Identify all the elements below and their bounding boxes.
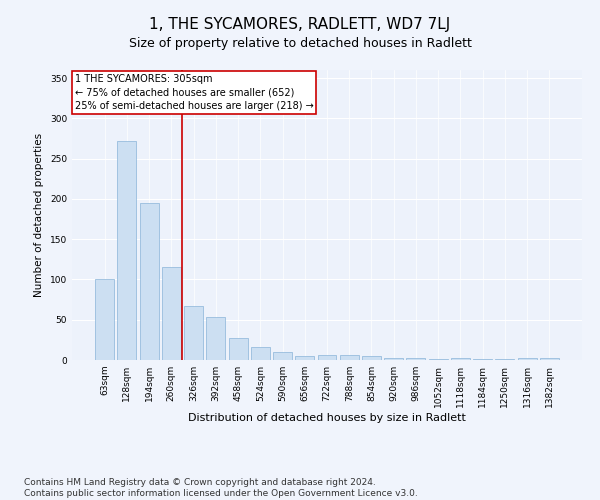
Bar (406, 358, 425, 360)
Text: 1 THE SYCAMORES: 305sqm
← 75% of detached houses are smaller (652)
25% of semi-d: 1 THE SYCAMORES: 305sqm ← 75% of detache… (74, 74, 313, 111)
Bar (473, 359, 492, 360)
Bar (362, 356, 381, 360)
Bar (540, 358, 559, 360)
Bar (251, 347, 270, 360)
Bar (340, 355, 359, 360)
Bar (273, 352, 292, 360)
Bar (317, 355, 337, 360)
Bar (384, 358, 403, 360)
Bar (496, 359, 514, 360)
Bar (118, 141, 136, 360)
Bar (429, 359, 448, 360)
Bar (206, 316, 225, 360)
X-axis label: Distribution of detached houses by size in Radlett: Distribution of detached houses by size … (188, 412, 466, 422)
Bar (451, 358, 470, 360)
Bar (140, 203, 158, 360)
Bar (518, 358, 536, 360)
Text: 1, THE SYCAMORES, RADLETT, WD7 7LJ: 1, THE SYCAMORES, RADLETT, WD7 7LJ (149, 18, 451, 32)
Y-axis label: Number of detached properties: Number of detached properties (34, 133, 44, 297)
Bar (229, 338, 248, 360)
Text: Size of property relative to detached houses in Radlett: Size of property relative to detached ho… (128, 38, 472, 51)
Bar (162, 268, 181, 360)
Text: Contains HM Land Registry data © Crown copyright and database right 2024.
Contai: Contains HM Land Registry data © Crown c… (24, 478, 418, 498)
Bar (184, 306, 203, 360)
Bar (295, 356, 314, 360)
Bar (95, 280, 114, 360)
